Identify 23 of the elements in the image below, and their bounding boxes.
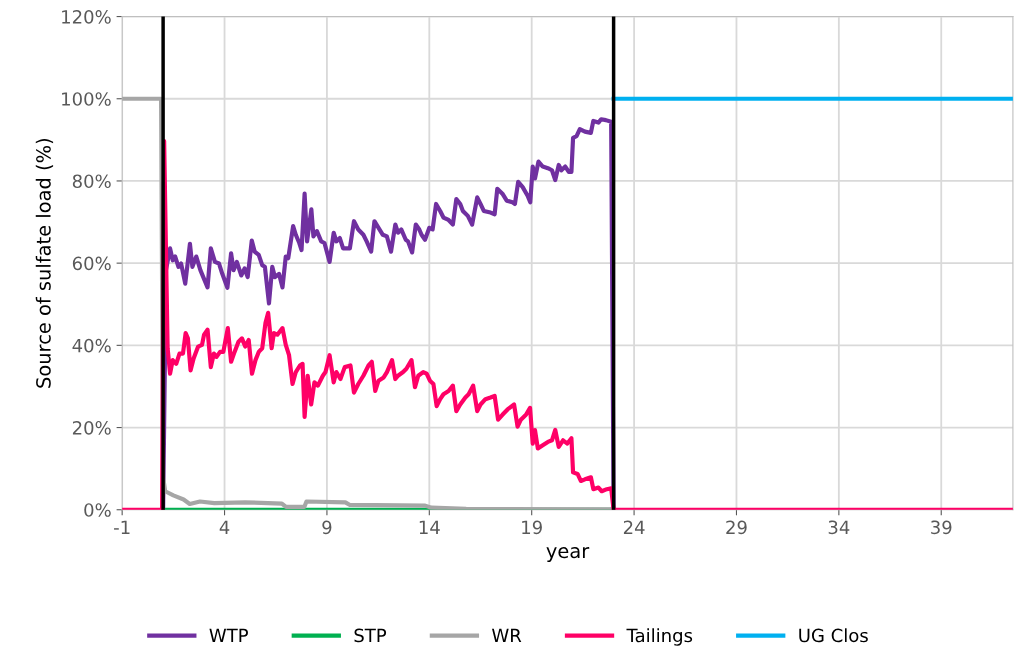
x-tick-label: 24: [623, 520, 645, 534]
y-tick-label: 0%: [84, 503, 111, 517]
x-tick-label: 19: [522, 520, 542, 535]
y-tick-label: 60%: [72, 256, 111, 271]
x-tick-label: 4: [219, 520, 230, 534]
legend-label: UG Clos: [799, 628, 868, 643]
legend-label: WTP: [209, 628, 248, 642]
legend-label: Tailings: [626, 628, 693, 646]
y-tick-label: 20%: [72, 421, 111, 435]
x-axis-title: year: [546, 547, 590, 563]
y-tick-label: 120%: [62, 10, 111, 24]
y-axis-title: Source of sulfate load (%): [35, 138, 54, 388]
x-tick-label: -1: [114, 520, 130, 534]
legend-label: WR: [492, 628, 522, 642]
x-tick-label: 9: [322, 520, 332, 535]
y-tick-label: 80%: [72, 174, 111, 189]
x-tick-label: 29: [726, 520, 747, 535]
x-tick-label: 34: [828, 520, 850, 535]
y-tick-label: 40%: [72, 338, 111, 353]
y-tick-label: 100%: [62, 92, 111, 106]
x-tick-label: 39: [931, 520, 952, 535]
legend-label: STP: [354, 628, 387, 643]
x-tick-label: 14: [419, 520, 440, 534]
